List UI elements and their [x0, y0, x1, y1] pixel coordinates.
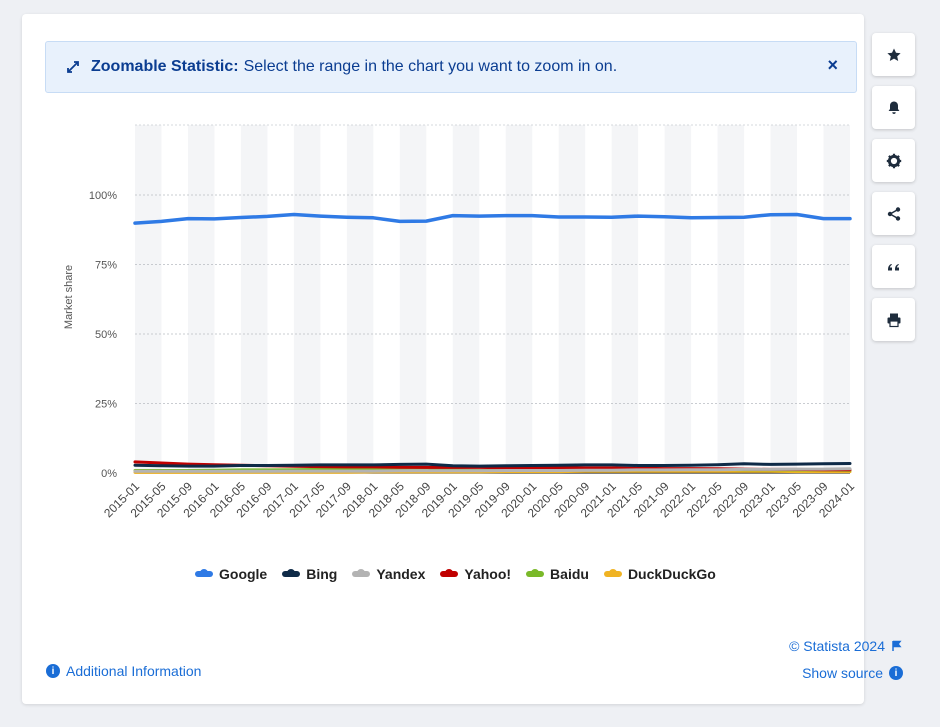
share-button[interactable] — [872, 192, 915, 235]
legend-item-google[interactable]: Google — [195, 566, 267, 582]
chart-band — [505, 125, 533, 473]
legend-swatch — [603, 569, 622, 577]
chart-band — [187, 125, 215, 473]
chart-band — [823, 125, 850, 473]
chart-band — [611, 125, 639, 473]
legend-item-bing[interactable]: Bing — [282, 566, 337, 582]
chart-band — [399, 125, 427, 473]
chart-band — [240, 125, 268, 473]
series-line-google[interactable] — [133, 212, 852, 225]
chart-legend: Google Bing Yandex Yahoo! Baidu DuckDuckGo — [195, 566, 731, 582]
y-tick-label: 100% — [89, 190, 117, 202]
info-icon: i — [889, 666, 903, 680]
y-tick-label: 50% — [95, 329, 117, 341]
chart-band — [346, 125, 374, 473]
chart-band — [717, 125, 745, 473]
show-source-text: Show source — [802, 665, 883, 681]
legend-label: Yahoo! — [464, 566, 512, 582]
legend-item-yahoo[interactable]: Yahoo! — [440, 566, 511, 582]
flag-icon — [892, 640, 902, 651]
copyright-text: © Statista 2024 — [789, 638, 885, 654]
legend-label: Google — [219, 566, 268, 582]
show-source-link[interactable]: Show source i — [802, 665, 903, 681]
favorite-button[interactable] — [872, 33, 915, 76]
additional-information-link[interactable]: i Additional Information — [46, 663, 201, 679]
legend-swatch — [195, 569, 213, 577]
y-tick-label: 0% — [101, 468, 117, 480]
legend-item-yandex[interactable]: Yandex — [352, 566, 425, 582]
bell-icon — [888, 101, 899, 114]
legend-label: Baidu — [550, 566, 589, 582]
settings-button[interactable] — [872, 139, 915, 182]
print-button[interactable] — [872, 298, 915, 341]
legend-item-duckduckgo[interactable]: DuckDuckGo — [603, 566, 716, 582]
chart-band — [452, 125, 480, 473]
banner-text: Select the range in the chart you want t… — [243, 58, 618, 75]
series-line-bing[interactable] — [133, 462, 852, 468]
copyright-link[interactable]: © Statista 2024 — [789, 638, 903, 654]
chart-band — [135, 125, 162, 473]
legend-label: Yandex — [376, 566, 426, 582]
notification-button[interactable] — [872, 86, 915, 129]
gear-icon — [886, 153, 901, 168]
chart-band — [770, 125, 798, 473]
star-icon — [886, 48, 901, 61]
y-tick-label: 25% — [95, 399, 117, 411]
y-tick-label: 75% — [95, 260, 117, 272]
y-axis-label: Market share — [63, 265, 75, 329]
legend-swatch — [440, 569, 459, 577]
legend-item-baidu[interactable]: Baidu — [526, 566, 589, 582]
quote-icon — [887, 263, 899, 270]
expand-icon — [67, 61, 79, 73]
market-share-chart[interactable]: 0%25%50%75%100% 2015-012015-052015-09201… — [50, 110, 870, 610]
close-icon[interactable]: × — [827, 55, 838, 75]
legend-label: Bing — [306, 566, 338, 582]
banner-title: Zoomable Statistic: — [91, 58, 239, 75]
info-icon: i — [46, 664, 60, 678]
chart-band — [558, 125, 586, 473]
legend-swatch — [282, 569, 301, 577]
chart-band — [293, 125, 321, 473]
series-line-yandex[interactable] — [133, 467, 852, 473]
legend-label: DuckDuckGo — [627, 566, 716, 582]
share-icon — [887, 206, 900, 221]
cite-button[interactable] — [872, 245, 915, 288]
legend-swatch — [526, 569, 545, 577]
print-icon — [887, 313, 900, 327]
legend-swatch — [352, 569, 371, 577]
zoom-banner: Zoomable Statistic: Select the range in … — [45, 41, 857, 93]
chart-band — [664, 125, 692, 473]
additional-information-text: Additional Information — [66, 663, 202, 679]
